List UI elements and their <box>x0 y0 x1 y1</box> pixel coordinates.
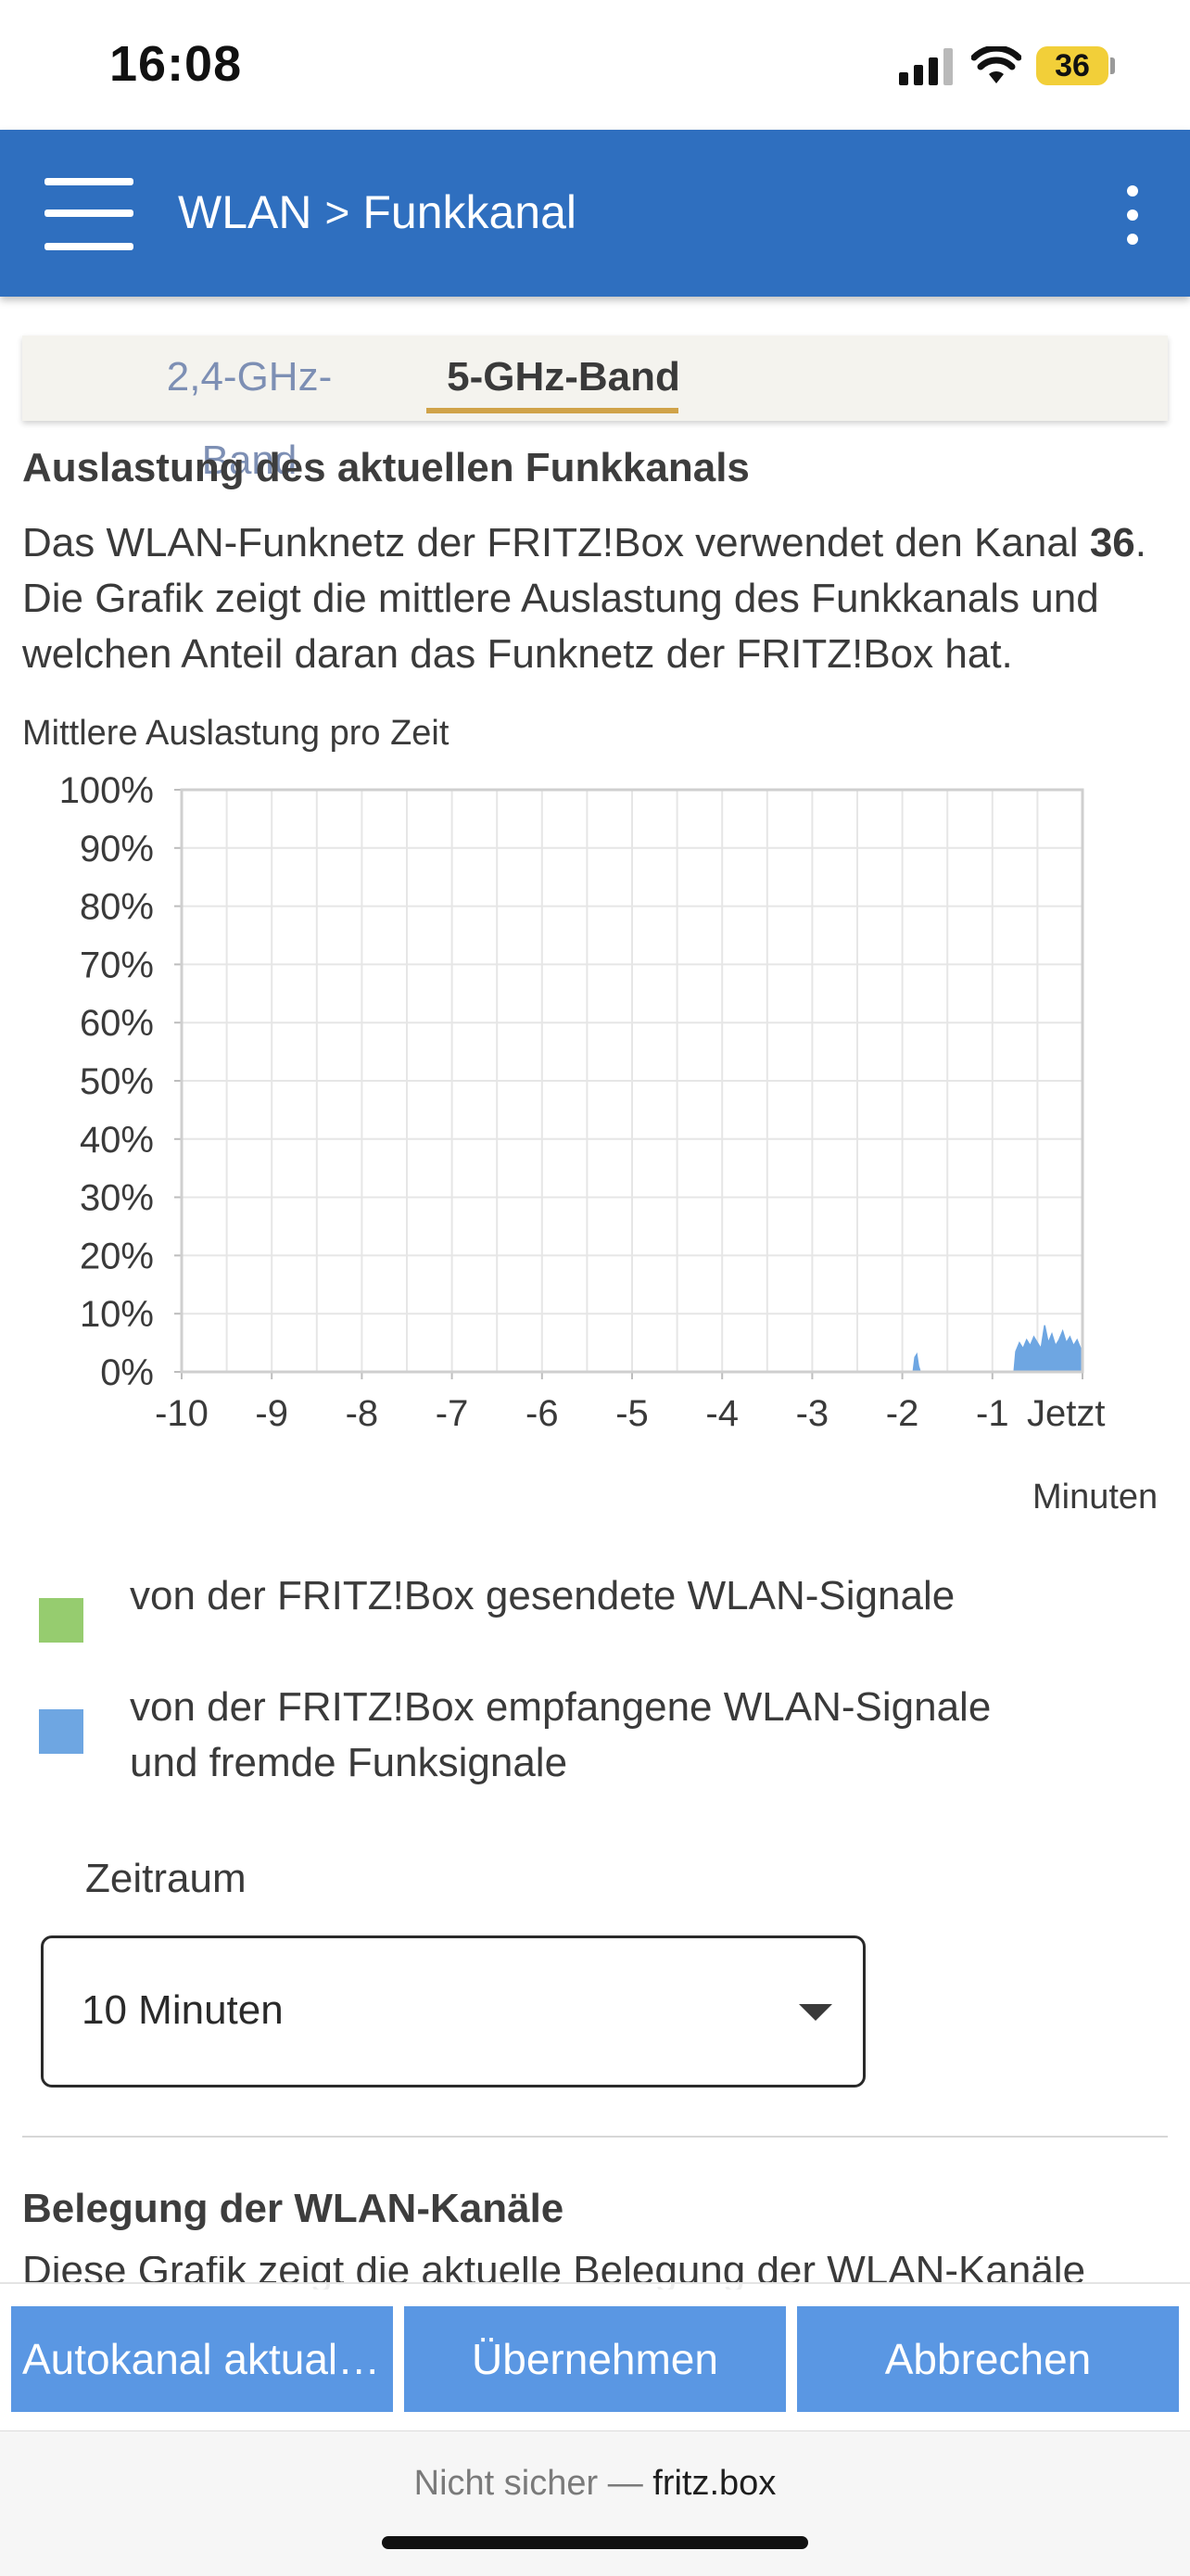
tab-5-ghz[interactable]: 5-GHz-Band <box>447 354 680 400</box>
tab-2-4-ghz[interactable]: 2,4-GHz-Band <box>166 354 333 483</box>
y-tick-label: 50% <box>80 1061 154 1102</box>
x-tick-label: -8 <box>346 1393 379 1434</box>
x-tick-label: -6 <box>525 1393 559 1434</box>
browser-url-bar[interactable] <box>0 2430 1190 2576</box>
series-area-1 <box>182 1325 1083 1373</box>
url-host: fritz.box <box>652 2464 777 2503</box>
x-tick-label: -10 <box>155 1393 209 1434</box>
cancel-button[interactable]: Abbrechen <box>797 2306 1179 2412</box>
legend-received-label: von der FRITZ!Box empfangene WLAN-Signal… <box>130 1684 992 1785</box>
legend-sent-swatch <box>39 1598 83 1643</box>
active-tab-indicator <box>426 408 678 413</box>
legend-sent-label: von der FRITZ!Box gesendete WLAN-Signale <box>130 1573 956 1618</box>
y-tick-label: 40% <box>80 1120 154 1161</box>
chart-caption: Mittlere Auslastung pro Zeit <box>22 714 449 753</box>
x-tick-label: -5 <box>615 1393 649 1434</box>
y-tick-label: 30% <box>80 1178 154 1219</box>
y-tick-label: 20% <box>80 1236 154 1276</box>
url-security-note: Nicht sicher — <box>413 2464 653 2503</box>
y-tick-label: 70% <box>80 945 154 985</box>
x-tick-label: -1 <box>976 1393 1009 1434</box>
apply-button[interactable]: Übernehmen <box>404 2306 786 2412</box>
hamburger-menu-icon[interactable] <box>44 178 133 250</box>
chart-frame <box>180 788 1084 1374</box>
description-suffix: . Die Grafik zeigt die mittlere Auslastu… <box>22 520 1146 677</box>
x-tick-label: -3 <box>796 1393 829 1434</box>
battery-cap <box>1110 57 1115 74</box>
y-tick-label: 0% <box>100 1352 154 1393</box>
app-header <box>0 130 1190 297</box>
chart-y-ticks: 0% 10% 20% 30% 40% 50% 60% 70% 80% 90% 100% <box>59 770 154 1393</box>
chart-grid <box>174 789 1083 1379</box>
x-tick-label: -9 <box>255 1393 288 1434</box>
breadcrumb-separator-icon: > <box>324 188 350 236</box>
section-title-auslastung: Auslastung des aktuellen Funkkanals <box>22 445 750 490</box>
description-prefix: Das WLAN-Funknetz der FRITZ!Box verwende… <box>22 520 1090 565</box>
x-tick-label: Jetzt <box>1027 1393 1105 1434</box>
breadcrumb-funkkanal: Funkkanal <box>362 186 577 238</box>
chart-series <box>182 1325 1083 1373</box>
period-select[interactable] <box>41 1935 866 2087</box>
y-tick-label: 60% <box>80 1003 154 1044</box>
breadcrumb-wlan[interactable]: WLAN <box>178 186 312 238</box>
x-tick-label: -2 <box>886 1393 919 1434</box>
section-title-belegung: Belegung der WLAN-Kanäle <box>22 2186 564 2231</box>
y-tick-label: 80% <box>80 887 154 928</box>
channel-description: Das WLAN-Funknetz der FRITZ!Box verwende… <box>22 515 1171 682</box>
y-tick-label: 90% <box>80 829 154 869</box>
more-options-icon[interactable] <box>1121 185 1144 245</box>
breadcrumb: WLAN > Funkkanal <box>178 185 576 239</box>
status-bar <box>0 0 1190 130</box>
legend-received-swatch <box>39 1709 83 1754</box>
y-tick-label: 10% <box>80 1294 154 1335</box>
battery-icon: 36 <box>1036 46 1108 85</box>
home-indicator <box>382 2536 808 2549</box>
period-select-value[interactable]: 10 Minuten <box>82 1987 284 2033</box>
y-tick-label: 100% <box>59 770 154 811</box>
chart-x-ticks: -10 -9 -8 -7 -6 -5 -4 -3 -2 -1 Jetzt <box>155 1393 1105 1434</box>
wifi-icon <box>971 46 1021 83</box>
utilization-chart: 0%10%20%30%40%50%60%70%80%90%100% -10 -9-… <box>59 770 1106 1434</box>
chart-x-axis-label: Minuten <box>1032 1478 1158 1516</box>
status-time: 16:08 <box>109 36 243 92</box>
section-divider <box>22 2136 1168 2138</box>
url-text[interactable]: Nicht sicher — fritz.box <box>0 2464 1190 2504</box>
channel-number: 36 <box>1089 520 1135 565</box>
autochannel-refresh-button[interactable]: Autokanal aktualisieren <box>11 2306 393 2412</box>
x-tick-label: -4 <box>705 1393 739 1434</box>
signal-icon <box>899 48 953 85</box>
x-tick-label: -7 <box>436 1393 469 1434</box>
band-tabs: 2,4-GHz-Band 5-GHz-Band <box>22 336 1168 483</box>
dropdown-arrow-icon[interactable] <box>799 2004 832 2021</box>
period-label: Zeitraum <box>85 1856 247 1901</box>
